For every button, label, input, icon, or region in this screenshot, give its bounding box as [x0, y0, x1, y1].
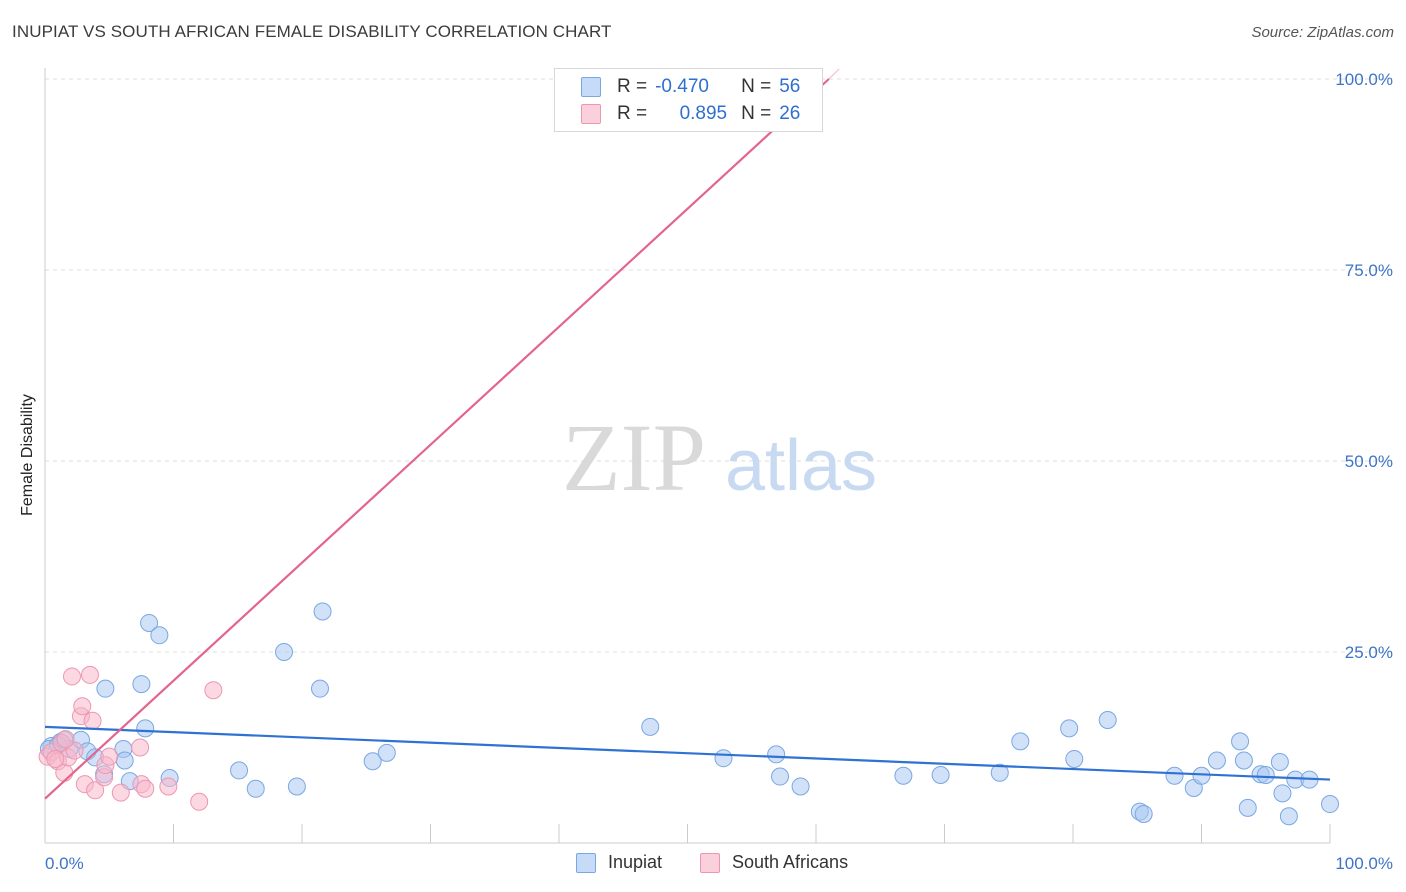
- series-swatch-inupiat: [576, 852, 596, 873]
- trend-line-inupiat: [44, 725, 1331, 781]
- data-point-south-africans: [111, 783, 130, 802]
- source-credit: Source: ZipAtlas.com: [1251, 24, 1394, 41]
- data-point-south-africans: [46, 749, 65, 768]
- data-point-inupiat: [1256, 766, 1275, 785]
- data-point-inupiat: [771, 767, 790, 786]
- data-point-south-africans: [100, 747, 119, 766]
- data-point-south-africans: [56, 730, 75, 749]
- data-point-inupiat: [791, 777, 810, 796]
- series-legend-inupiat[interactable]: Inupiat: [576, 852, 662, 873]
- data-point-inupiat: [132, 675, 151, 694]
- data-point-south-africans: [83, 711, 102, 730]
- data-point-inupiat: [1060, 719, 1079, 738]
- data-point-inupiat: [1165, 766, 1184, 785]
- legend-n-label: N =: [741, 103, 772, 124]
- data-point-inupiat: [275, 643, 294, 661]
- y-tick-label: 50.0%: [1345, 452, 1393, 471]
- data-point-inupiat: [96, 679, 115, 698]
- legend-n-value: 56: [779, 76, 801, 97]
- legend-r-label: R =: [617, 76, 648, 97]
- data-point-inupiat: [1134, 804, 1153, 823]
- data-point-inupiat: [310, 679, 329, 698]
- data-point-inupiat: [313, 602, 332, 621]
- data-point-inupiat: [150, 626, 169, 645]
- series-label-south-africans: South Africans: [732, 852, 849, 872]
- data-point-inupiat: [140, 613, 159, 632]
- data-point-south-africans: [159, 777, 178, 796]
- legend-n-label: N =: [741, 76, 772, 97]
- legend-swatch-inupiat: [581, 77, 601, 97]
- data-point-south-africans: [136, 779, 155, 798]
- y-tick-label: 100.0%: [1335, 70, 1393, 89]
- legend-row-south-africans: R = 0.895 N = 26: [581, 101, 800, 127]
- watermark-atlas: atlas: [725, 426, 877, 506]
- data-point-inupiat: [136, 719, 155, 738]
- data-point-inupiat: [363, 752, 382, 771]
- data-point-inupiat: [1234, 751, 1253, 770]
- legend-r-label: R =: [617, 103, 648, 124]
- data-point-inupiat: [377, 743, 396, 762]
- series-swatch-south-africans: [700, 852, 720, 873]
- trend-line-south-africans: [44, 78, 830, 800]
- x-tick-label: 0.0%: [45, 854, 84, 873]
- y-tick-label: 25.0%: [1345, 643, 1393, 662]
- data-point-inupiat: [931, 766, 950, 785]
- chart-title: INUPIAT VS SOUTH AFRICAN FEMALE DISABILI…: [12, 22, 612, 41]
- data-point-south-africans: [131, 738, 150, 757]
- data-point-inupiat: [230, 761, 249, 780]
- correlation-legend: R = -0.470 N = 56 R = 0.895 N = 26: [554, 68, 823, 132]
- legend-r-value: -0.470: [655, 76, 709, 97]
- data-point-inupiat: [1321, 795, 1339, 814]
- data-point-inupiat: [115, 751, 134, 770]
- series-legend-south-africans[interactable]: South Africans: [700, 852, 848, 873]
- data-point-inupiat: [1231, 732, 1250, 751]
- data-point-south-africans: [73, 697, 92, 716]
- data-point-inupiat: [1011, 732, 1030, 751]
- watermark: ZIP atlas: [562, 404, 877, 511]
- series-legend: Inupiat South Africans: [0, 852, 1406, 878]
- data-point-inupiat: [1207, 751, 1226, 770]
- grid-lines: [45, 78, 1392, 653]
- x-tick-label: 100.0%: [1335, 854, 1393, 873]
- data-point-south-africans: [190, 792, 209, 811]
- series-label-inupiat: Inupiat: [608, 852, 663, 872]
- data-point-south-africans: [62, 667, 81, 686]
- data-point-inupiat: [1270, 753, 1289, 772]
- data-point-south-africans: [204, 681, 223, 700]
- data-point-south-africans: [86, 781, 105, 800]
- data-point-inupiat: [1238, 798, 1257, 817]
- data-point-south-africans: [80, 665, 99, 684]
- data-point-inupiat: [894, 766, 913, 785]
- data-point-inupiat: [990, 763, 1009, 782]
- y-tick-label: 75.0%: [1345, 261, 1393, 280]
- data-point-inupiat: [1192, 766, 1211, 785]
- data-point-inupiat: [1065, 749, 1084, 768]
- data-point-inupiat: [1279, 807, 1298, 826]
- axes: [44, 68, 1331, 844]
- data-point-inupiat: [641, 717, 660, 736]
- trend-line-extension: [828, 68, 840, 80]
- data-point-inupiat: [1273, 784, 1292, 803]
- data-point-inupiat: [767, 745, 786, 764]
- data-point-inupiat: [1098, 710, 1117, 729]
- legend-r-value: 0.895: [679, 103, 728, 124]
- legend-swatch-south-africans: [581, 104, 601, 124]
- data-point-inupiat: [714, 749, 733, 768]
- data-point-inupiat: [246, 779, 265, 798]
- watermark-zip: ZIP: [562, 404, 706, 511]
- data-point-inupiat: [287, 777, 306, 796]
- legend-row-inupiat: R = -0.470 N = 56: [581, 74, 800, 100]
- legend-n-value: 26: [779, 103, 801, 124]
